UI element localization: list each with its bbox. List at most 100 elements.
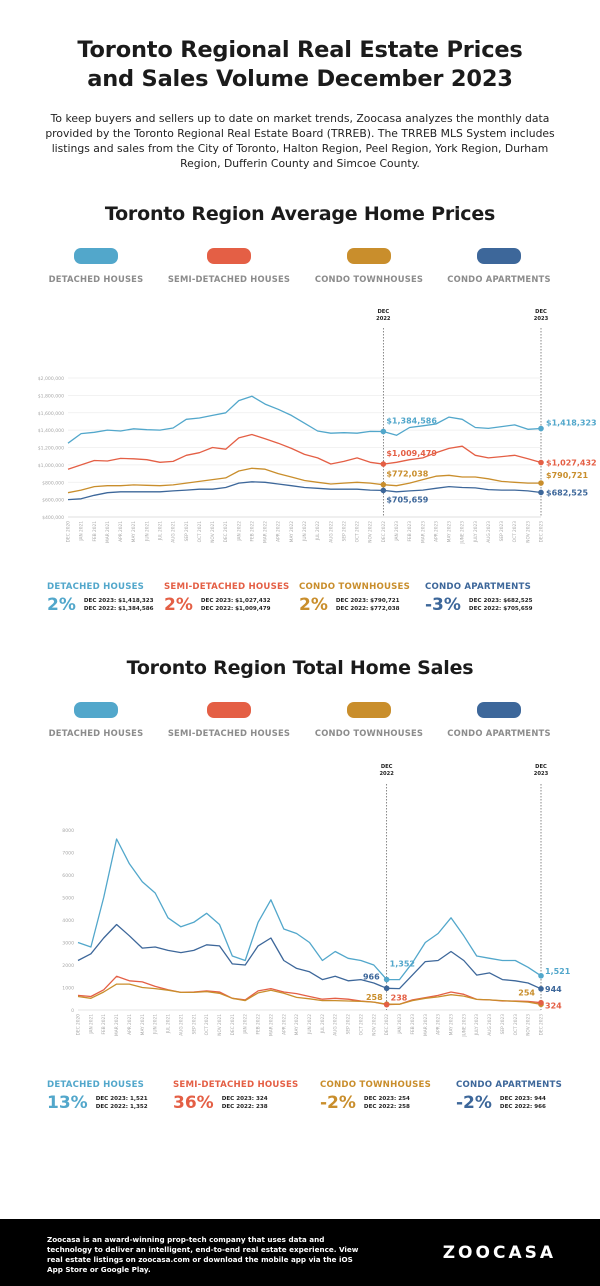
legend-label-apartment: CONDO APARTMENTS bbox=[447, 728, 551, 738]
reference-label-month: DEC bbox=[535, 309, 547, 315]
y-tick-label: 4000 bbox=[62, 918, 74, 924]
point-marker-detached bbox=[380, 428, 387, 435]
legend-item-townhouse: CONDO TOWNHOUSES bbox=[294, 248, 444, 284]
sales-legend: DETACHED HOUSES SEMI-DETACHED HOUSES CON… bbox=[0, 702, 600, 752]
data-label-semi: $1,027,432 bbox=[546, 458, 597, 467]
point-marker-townhouse bbox=[380, 481, 387, 488]
summary-line-dec-2022: DEC 2022: 1,352 bbox=[95, 1104, 148, 1110]
x-tick-label: JUL 2021 bbox=[157, 521, 163, 541]
intro-paragraph: To keep buyers and sellers up to date on… bbox=[45, 112, 555, 170]
x-tick-label: JUN 2022 bbox=[302, 521, 308, 542]
x-tick-label: SEP 2023 bbox=[499, 521, 505, 542]
x-tick-label: JAN 2022 bbox=[236, 521, 242, 542]
summary-line-dec-2023: DEC 2023: $1,027,432 bbox=[200, 598, 271, 604]
x-tick-label: JAN 2023 bbox=[394, 521, 400, 542]
x-tick-label: OCT 2021 bbox=[197, 521, 203, 543]
x-tick-label: SEP 2022 bbox=[346, 1014, 352, 1035]
x-tick-label: NOV 2021 bbox=[217, 1014, 223, 1036]
summary-percent: -2% bbox=[320, 1093, 356, 1113]
data-label-apartment: 966 bbox=[363, 972, 380, 981]
summary-percent: -3% bbox=[425, 595, 461, 615]
sales-summary-semi: SEMI-DETACHED HOUSES 36% DEC 2023: 324 D… bbox=[173, 1080, 313, 1113]
legend-item-townhouse: CONDO TOWNHOUSES bbox=[294, 702, 444, 738]
x-tick-label: JUN 2021 bbox=[153, 1014, 159, 1035]
x-tick-label: NOV 2023 bbox=[526, 1014, 532, 1036]
point-marker-apartment bbox=[538, 985, 544, 992]
x-tick-label: JUL 2022 bbox=[320, 1014, 326, 1034]
y-tick-label: 5000 bbox=[62, 896, 74, 902]
summary-line-dec-2023: DEC 2023: $1,418,323 bbox=[83, 598, 154, 604]
x-tick-label: NOV 2022 bbox=[371, 1014, 377, 1036]
data-label-detached: 1,521 bbox=[545, 967, 571, 976]
x-tick-label: FEB 2022 bbox=[249, 521, 255, 542]
data-label-townhouse: $790,721 bbox=[546, 471, 588, 480]
x-tick-label: DEC 2023 bbox=[539, 1014, 545, 1036]
x-tick-label: MAY 2021 bbox=[140, 1014, 146, 1036]
legend-item-semi: SEMI-DETACHED HOUSES bbox=[154, 702, 304, 738]
summary-name: CONDO APARTMENTS bbox=[425, 582, 532, 592]
point-marker-semi bbox=[538, 459, 544, 466]
legend-swatch-townhouse bbox=[347, 702, 391, 718]
x-tick-label: MAR 2022 bbox=[268, 1014, 274, 1036]
prices-chart-svg: $400,000 $600,000 $800,000 $1,000,000 $1,200… bbox=[38, 309, 597, 545]
x-tick-label: FEB 2021 bbox=[101, 1014, 107, 1035]
data-label-apartment: 944 bbox=[545, 985, 562, 994]
series-line-semi bbox=[67, 433, 542, 470]
legend-label-detached: DETACHED HOUSES bbox=[48, 728, 144, 738]
x-tick-label: APR 2022 bbox=[281, 1014, 287, 1035]
y-tick-label: $400,000 bbox=[42, 515, 64, 521]
x-tick-label: AUG 2021 bbox=[171, 521, 177, 543]
x-tick-label: AUG 2023 bbox=[487, 1014, 493, 1036]
legend-swatch-detached bbox=[74, 248, 118, 264]
zoocasa-logo[interactable]: ZOOCASA bbox=[442, 1243, 556, 1263]
point-marker-semi bbox=[380, 461, 387, 467]
sales-summary-detached: DETACHED HOUSES 13% DEC 2023: 1,521 DEC … bbox=[47, 1080, 187, 1113]
page-title-line-2: and Sales Volume December 2023 bbox=[87, 66, 513, 92]
point-marker-apartment bbox=[538, 489, 544, 496]
x-tick-label: OCT 2023 bbox=[513, 1014, 519, 1036]
x-tick-label: NOV 2021 bbox=[210, 521, 216, 543]
reference-label-year: 2023 bbox=[534, 771, 549, 777]
series-line-apartment bbox=[67, 481, 542, 501]
summary-name: CONDO APARTMENTS bbox=[456, 1080, 563, 1090]
x-tick-label: SEP 2022 bbox=[341, 521, 347, 542]
prices-summary-apartment: CONDO APARTMENTS -3% DEC 2023: $682,525 … bbox=[425, 582, 565, 615]
footer: Zoocasa is an award-winning prop-tech co… bbox=[0, 1219, 600, 1286]
legend-swatch-apartment bbox=[477, 248, 521, 264]
x-tick-label: APR 2021 bbox=[118, 521, 124, 542]
prices-legend: DETACHED HOUSES SEMI-DETACHED HOUSES CON… bbox=[0, 248, 600, 298]
y-tick-label: $1,800,000 bbox=[38, 393, 64, 399]
series-line-townhouse bbox=[67, 467, 541, 494]
x-tick-label: DEC 2021 bbox=[223, 521, 229, 543]
data-label-semi: 238 bbox=[391, 994, 408, 1003]
data-label-detached: $1,384,586 bbox=[386, 416, 437, 425]
y-tick-label: $2,000,000 bbox=[38, 376, 64, 382]
x-tick-label: JULY 2023 bbox=[473, 521, 479, 543]
summary-line-dec-2022: DEC 2022: $705,659 bbox=[468, 606, 533, 612]
x-tick-label: JUNE 2023 bbox=[460, 521, 466, 545]
sales-section-title: Toronto Region Total Home Sales bbox=[126, 657, 474, 679]
sales-chart: 0 1000 2000 3000 4000 5000 6000 7000 8000 DEC 202… bbox=[0, 756, 600, 1056]
series-line-detached bbox=[77, 838, 542, 981]
legend-label-semi: SEMI-DETACHED HOUSES bbox=[167, 728, 291, 738]
legend-item-detached: DETACHED HOUSES bbox=[21, 248, 171, 284]
summary-line-dec-2023: DEC 2023: 324 bbox=[221, 1096, 268, 1102]
y-tick-label: $1,000,000 bbox=[38, 463, 64, 469]
legend-label-townhouse: CONDO TOWNHOUSES bbox=[314, 274, 424, 284]
x-tick-label: FEB 2023 bbox=[407, 521, 413, 542]
data-label-semi: $1,009,479 bbox=[386, 449, 437, 458]
x-tick-label: AUG 2022 bbox=[328, 521, 334, 543]
x-tick-label: APR 2021 bbox=[127, 1014, 133, 1035]
y-tick-label: 3000 bbox=[62, 941, 74, 947]
summary-percent: -2% bbox=[456, 1093, 492, 1113]
x-tick-label: NOV 2022 bbox=[368, 521, 374, 543]
x-tick-label: FEB 2023 bbox=[410, 1014, 416, 1035]
summary-name: DETACHED HOUSES bbox=[47, 582, 145, 592]
legend-item-detached: DETACHED HOUSES bbox=[21, 702, 171, 738]
x-tick-label: JUNE 2023 bbox=[461, 1014, 467, 1038]
legend-swatch-apartment bbox=[477, 702, 521, 718]
x-tick-label: FEB 2021 bbox=[92, 521, 98, 542]
legend-swatch-semi bbox=[207, 702, 251, 718]
x-tick-label: FEB 2022 bbox=[256, 1014, 262, 1035]
legend-label-semi: SEMI-DETACHED HOUSES bbox=[167, 274, 291, 284]
